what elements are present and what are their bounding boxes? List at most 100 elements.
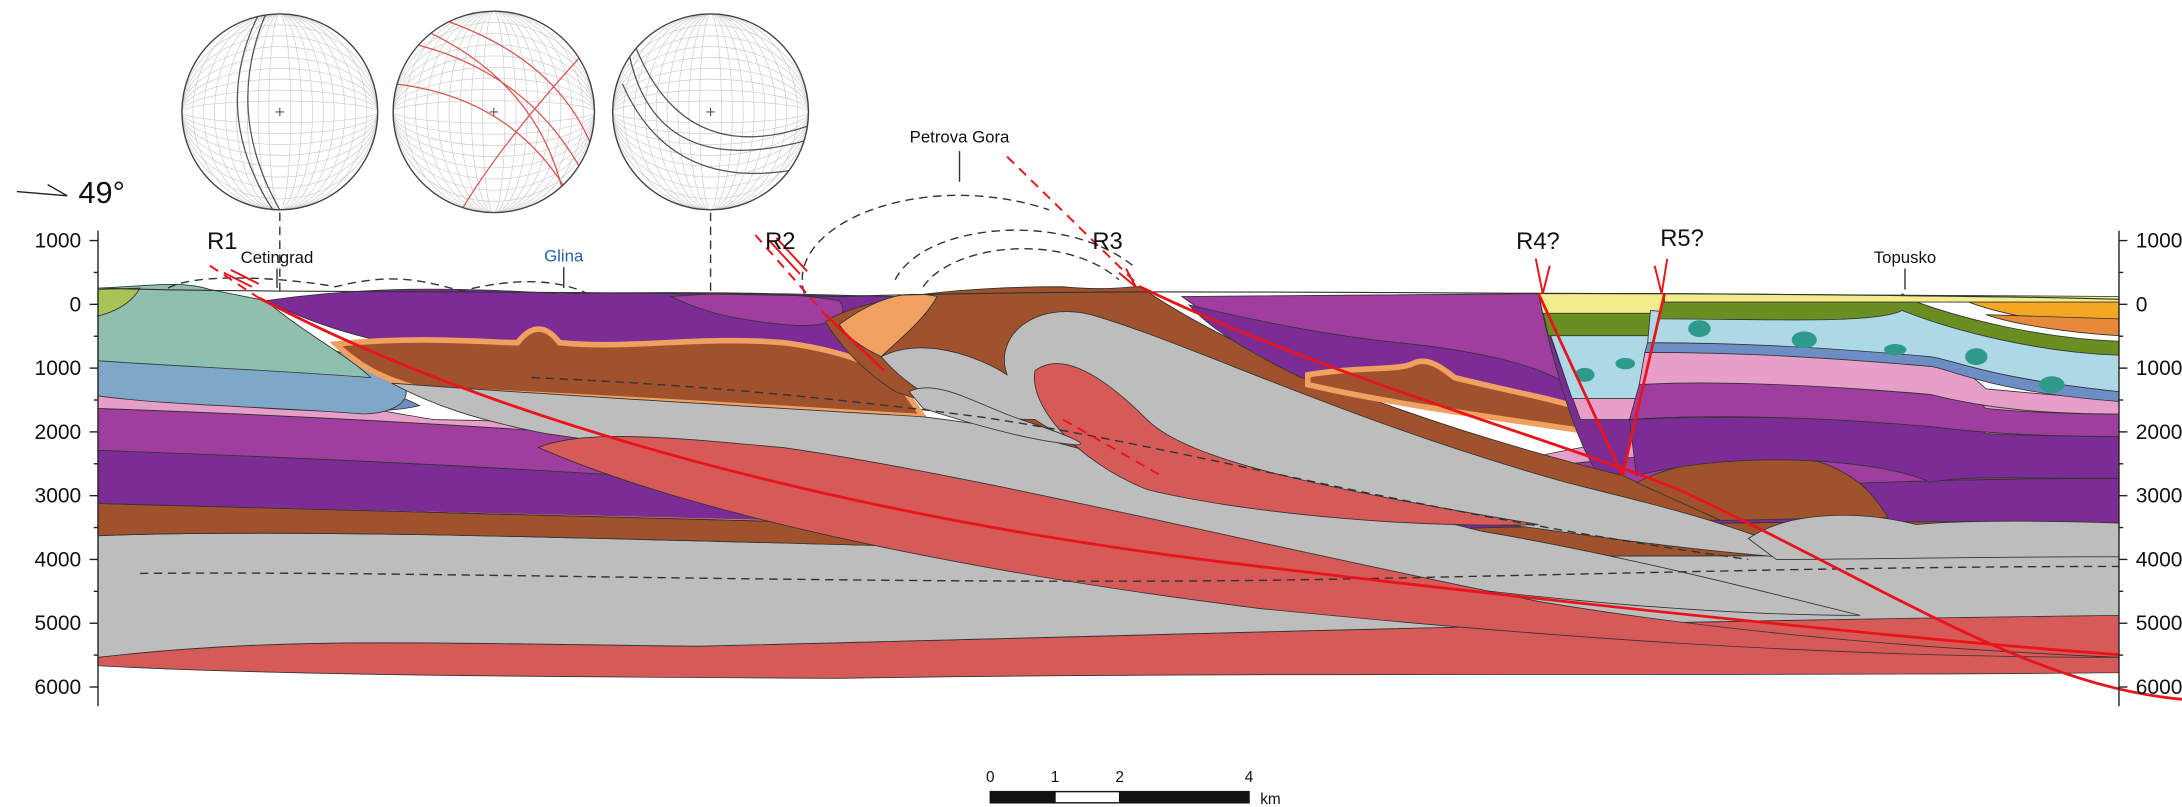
grid-arc: [181, 78, 378, 145]
fault-r3: [1139, 285, 2182, 701]
grid-arc: [612, 100, 809, 124]
place-label: Cetingrad: [241, 248, 314, 267]
scale-label: 4: [1245, 769, 1254, 786]
grid-arc: [699, 13, 722, 210]
stereonet-outline: [611, 13, 810, 211]
depth-label: 6000: [35, 676, 82, 699]
grid-arc: [393, 22, 595, 202]
grid-arc: [612, 57, 809, 167]
layer: [838, 293, 938, 358]
plane-trace: [247, 13, 281, 210]
grid-arc: [612, 78, 809, 145]
grid-arc: [612, 89, 809, 134]
slip-arrow: [1653, 258, 1669, 294]
fold-trace: [167, 277, 588, 295]
depth-label: 5000: [2136, 612, 2182, 635]
slip-arrow: [768, 237, 808, 275]
lens: [1615, 358, 1636, 370]
grid-arc: [257, 13, 302, 210]
lens: [1791, 331, 1817, 349]
depth-label: 0: [2136, 293, 2148, 316]
scale-label: 1: [1051, 769, 1060, 786]
grid-arc: [655, 13, 766, 210]
slip-arrow: [223, 269, 260, 288]
depth-label: 3000: [35, 485, 82, 508]
fault-label: R3: [1092, 228, 1122, 255]
depth-label: 4000: [2136, 548, 2182, 571]
layer: [908, 387, 1082, 446]
grid-arc: [181, 68, 378, 156]
depth-label: 1000: [35, 230, 82, 253]
plane-trace: [236, 13, 274, 210]
plane-trace: [635, 48, 809, 138]
depth-label: 1000: [2136, 357, 2182, 380]
lens-group: [1574, 320, 2065, 394]
scale-label: 2: [1115, 769, 1124, 786]
grid-arc: [612, 46, 809, 178]
grid-arc: [181, 46, 378, 178]
lens: [2039, 376, 2065, 394]
grid-arc: [203, 13, 357, 210]
depth-label: 6000: [2136, 676, 2182, 699]
stereonet-outline: [181, 13, 379, 211]
fold-trace: [139, 565, 2119, 582]
grid-arc: [268, 13, 292, 210]
fault-projection: [209, 264, 260, 299]
fold-trace: [922, 247, 1120, 288]
lens: [1688, 320, 1711, 338]
lens: [1884, 344, 1907, 356]
scale-bar: 0 1 2 4 km: [986, 769, 1281, 807]
layer: [97, 283, 372, 379]
center-mark: [706, 107, 715, 117]
grid-arc: [393, 100, 595, 124]
grid-arc: [393, 55, 595, 169]
depth-label: 5000: [35, 612, 82, 635]
place-label: Topusko: [1874, 248, 1936, 267]
layer: [1747, 514, 2120, 560]
scale-segment: [989, 790, 1056, 804]
grid-arc: [415, 11, 573, 213]
depth-ticks: 1000 1000 0 0 1000 1000 2000 2000 3000 3000 4000 40…: [35, 230, 2182, 699]
grid-arc: [393, 89, 595, 135]
grid-arc: [677, 13, 744, 210]
grid-arc: [437, 11, 551, 213]
lens: [1965, 348, 1988, 366]
center-mark: [275, 107, 284, 117]
fault-projection: [1006, 155, 1141, 288]
fault-r2: [824, 313, 885, 372]
slip-arrow: [1534, 258, 1551, 294]
grid-arc: [393, 44, 595, 180]
slip-arrow: [1118, 268, 1137, 288]
fault-r1: [258, 296, 2120, 656]
scale-label: 0: [986, 769, 995, 786]
depth-label: 2000: [2136, 421, 2182, 444]
fault-label: R5?: [1660, 225, 1704, 252]
fault-projection: [1062, 418, 1162, 477]
depth-label: 4000: [35, 548, 82, 571]
grid-arc: [393, 77, 595, 146]
grid-arc: [214, 13, 346, 210]
grid-arc: [666, 13, 755, 210]
place-label: Petrova Gora: [910, 128, 1010, 147]
fold-trace: [531, 376, 1749, 561]
depth-label: 2000: [35, 421, 82, 444]
layer: [1542, 310, 1661, 337]
stereonet: [612, 13, 809, 210]
grid-arc: [225, 13, 335, 210]
scale-unit: km: [1260, 791, 1281, 807]
depth-label: 3000: [2136, 485, 2182, 508]
grid-arc: [181, 57, 378, 167]
grid-arc: [246, 13, 313, 210]
grid-arc: [623, 13, 798, 210]
grid-arc: [393, 66, 595, 157]
scale-segment: [1118, 790, 1250, 804]
grid-arc: [181, 89, 378, 134]
stereonet: [393, 11, 595, 213]
layer: [1033, 363, 1539, 526]
fault-label: R2: [765, 228, 795, 255]
grid-arc: [612, 24, 809, 200]
fault-label: R1: [207, 228, 237, 255]
fault-r4: [1537, 293, 1624, 477]
grid-arc: [181, 100, 378, 124]
